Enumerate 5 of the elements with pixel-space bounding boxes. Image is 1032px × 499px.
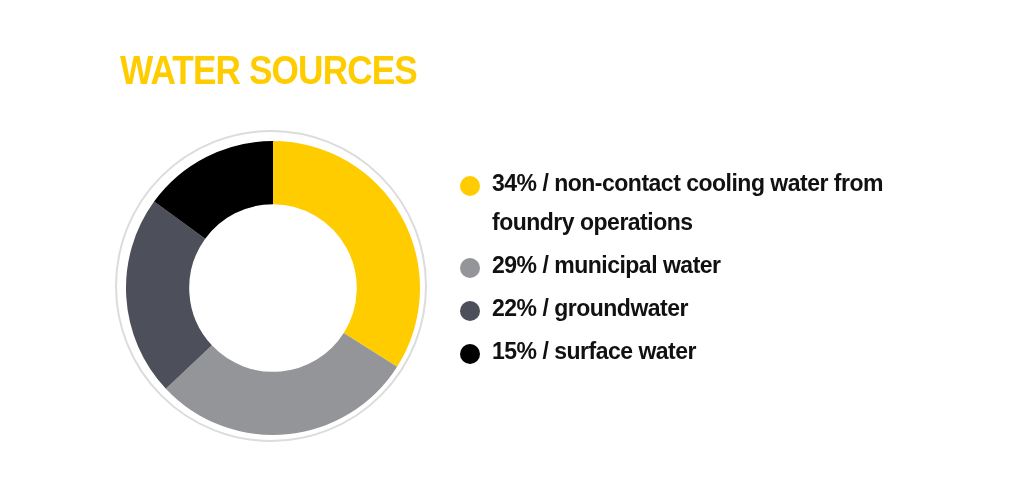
legend-label: 29% / municipal water [492,251,722,280]
legend-label: 34% / non-contact cooling water from foundry operations [492,169,884,237]
legend-label: 15% / surface water [492,337,697,366]
legend-label: 22% / groundwater [492,294,689,323]
chart-title: WATER SOURCES [120,48,417,93]
